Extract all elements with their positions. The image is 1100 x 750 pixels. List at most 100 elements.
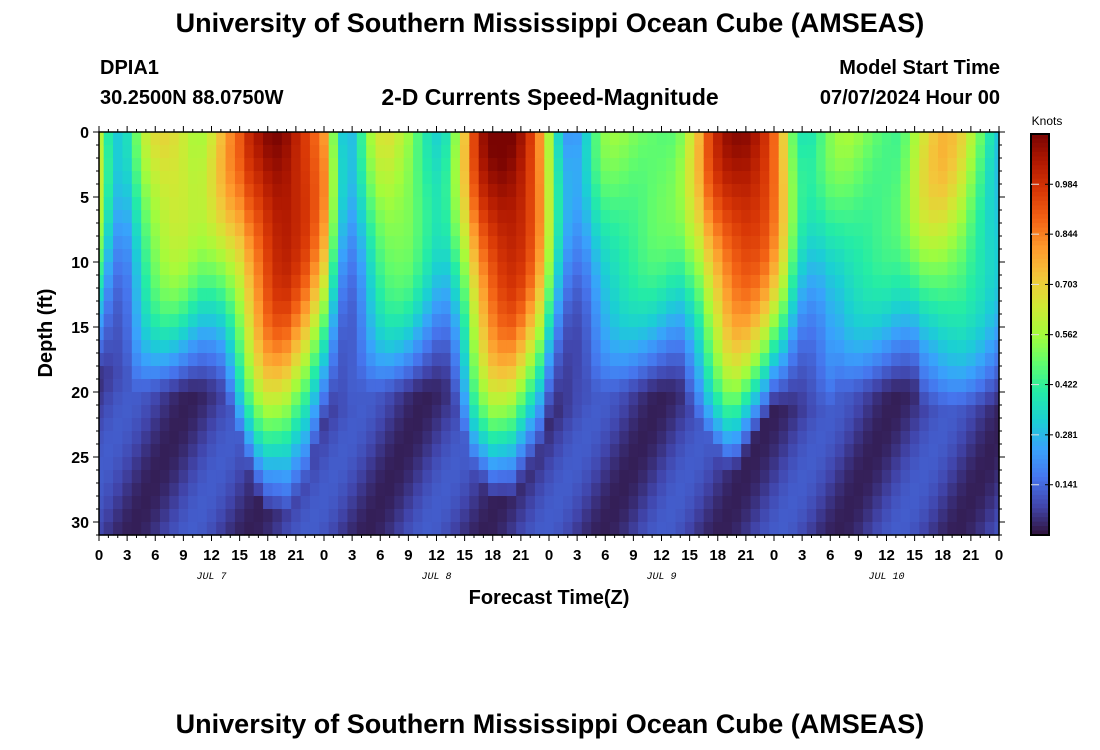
heatmap-cell [994, 249, 1000, 263]
heatmap-cell [99, 314, 105, 328]
heatmap-cell [103, 301, 114, 315]
heatmap-cell [516, 496, 527, 510]
heatmap-cell [909, 379, 920, 393]
heatmap-cell [975, 288, 986, 302]
heatmap-cell [431, 379, 442, 393]
heatmap-cell [431, 301, 442, 315]
heatmap-cell [628, 262, 639, 276]
heatmap-cell [703, 418, 714, 432]
heatmap-cell [713, 314, 724, 328]
heatmap-cell [375, 522, 386, 536]
heatmap-cell [797, 457, 808, 471]
colorbar-segment [1031, 258, 1049, 264]
heatmap-cell [966, 366, 977, 380]
heatmap-cell [572, 496, 583, 510]
heatmap-cell [150, 327, 161, 341]
heatmap-cell [769, 327, 780, 341]
heatmap-cell [703, 327, 714, 341]
heatmap-cell [366, 327, 377, 341]
heatmap-cell [375, 496, 386, 510]
heatmap-cell [563, 158, 574, 172]
heatmap-cell [741, 171, 752, 185]
heatmap-cell [459, 327, 470, 341]
heatmap-cell [450, 522, 461, 536]
heatmap-cell [806, 158, 817, 172]
heatmap-cell [403, 249, 414, 263]
heatmap-cell [272, 431, 283, 445]
heatmap-cell [834, 158, 845, 172]
heatmap-cell [581, 496, 592, 510]
heatmap-cell [497, 496, 508, 510]
heatmap-cell [825, 288, 836, 302]
heatmap-cell [853, 444, 864, 458]
heatmap-cell [769, 379, 780, 393]
heatmap-cell [609, 418, 620, 432]
heatmap-cell [816, 197, 827, 211]
heatmap-cell [563, 457, 574, 471]
x-tick-label: 0 [95, 547, 103, 564]
heatmap-cell [544, 340, 555, 354]
heatmap-cell [553, 353, 564, 367]
heatmap-cell [534, 470, 545, 484]
heatmap-cell [563, 340, 574, 354]
heatmap-cell [872, 418, 883, 432]
heatmap-cell [488, 145, 499, 159]
heatmap-cell [881, 405, 892, 419]
heatmap-cell [769, 418, 780, 432]
heatmap-cell [563, 418, 574, 432]
heatmap-cell [872, 301, 883, 315]
heatmap-cell [628, 496, 639, 510]
heatmap-cell [113, 184, 124, 198]
heatmap-cell [741, 353, 752, 367]
heatmap-cell [122, 405, 133, 419]
heatmap-cell [150, 145, 161, 159]
heatmap-cell [375, 158, 386, 172]
heatmap-cell [469, 210, 480, 224]
heatmap-cell [675, 431, 686, 445]
colorbar-segment [1031, 436, 1049, 443]
heatmap-cell [741, 210, 752, 224]
heatmap-cell [113, 210, 124, 224]
heatmap-cell [553, 444, 564, 458]
heatmap-cell [216, 132, 227, 146]
heatmap-cell [956, 301, 967, 315]
heatmap-cell [834, 262, 845, 276]
heatmap-cell [534, 496, 545, 510]
heatmap-cell [131, 392, 142, 406]
heatmap-cell [291, 392, 302, 406]
heatmap-cell [769, 496, 780, 510]
heatmap-cell [403, 132, 414, 146]
heatmap-cell [591, 262, 602, 276]
heatmap-cell [825, 132, 836, 146]
heatmap-cell [150, 392, 161, 406]
heatmap-cell [600, 379, 611, 393]
heatmap-cell [797, 431, 808, 445]
heatmap-cell [638, 262, 649, 276]
heatmap-cell [994, 236, 1000, 250]
heatmap-cell [309, 431, 320, 445]
heatmap-cell [581, 379, 592, 393]
heatmap-cell [403, 301, 414, 315]
heatmap-cell [713, 379, 724, 393]
heatmap-cell [131, 171, 142, 185]
colorbar-segment [1031, 334, 1049, 340]
heatmap-cell [806, 457, 817, 471]
heatmap-cell [806, 496, 817, 510]
heatmap-cell [553, 249, 564, 263]
heatmap-cell [938, 145, 949, 159]
heatmap-cell [178, 327, 189, 341]
heatmap-cell [422, 496, 433, 510]
heatmap-cell [919, 223, 930, 237]
heatmap-cell [384, 288, 395, 302]
heatmap-cell [863, 275, 874, 289]
heatmap-cell [403, 210, 414, 224]
heatmap-cell [206, 405, 217, 419]
heatmap-cell [722, 496, 733, 510]
heatmap-cell [759, 301, 770, 315]
heatmap-cell [216, 171, 227, 185]
heatmap-cell [994, 418, 1000, 432]
heatmap-cell [225, 223, 236, 237]
heatmap-cell [975, 158, 986, 172]
heatmap-cell [263, 184, 274, 198]
heatmap-cell [272, 405, 283, 419]
